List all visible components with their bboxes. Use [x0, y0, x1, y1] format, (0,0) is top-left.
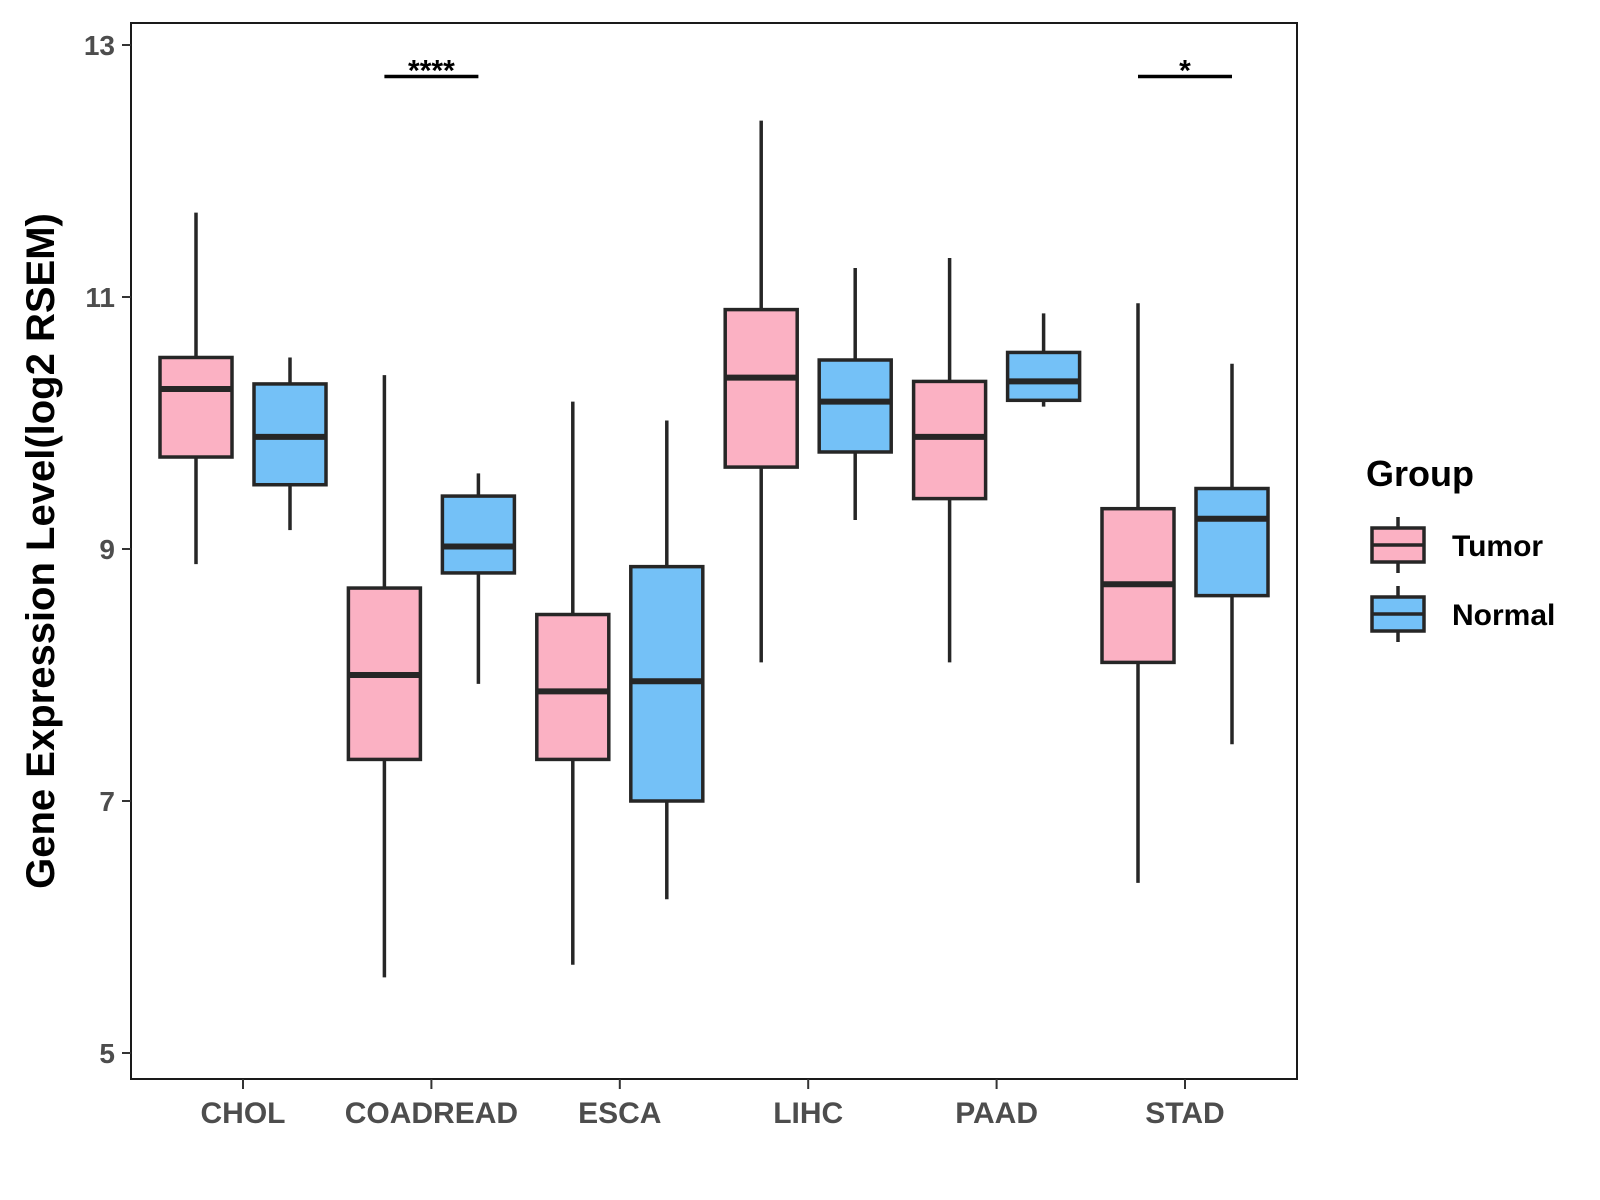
box-iqr [1005, 350, 1082, 403]
box-iqr [158, 355, 234, 459]
box-iqr [1194, 486, 1270, 598]
boxplots [158, 120, 1270, 978]
y-tick-label: 13 [84, 30, 115, 61]
y-tick-label: 7 [99, 786, 115, 817]
significance-annotations: **** * [384, 55, 1232, 88]
box-normal-paad [1005, 313, 1082, 407]
box-normal-chol [252, 357, 328, 531]
significance-label: **** [408, 55, 455, 88]
box-tumor-stad [1100, 303, 1176, 883]
box-tumor-lihc [723, 120, 799, 663]
box-tumor-chol [158, 212, 234, 565]
legend-items: Tumor Normal [1370, 517, 1555, 642]
y-axis-title: Gene Expression Level(log2 RSEM) [19, 213, 63, 889]
x-tick-label: LIHC [773, 1097, 843, 1130]
legend: Group Tumor Normal [1366, 453, 1555, 642]
box-tumor-paad [911, 257, 988, 663]
legend-label: Normal [1452, 599, 1555, 632]
legend-label: Tumor [1452, 530, 1543, 563]
box-normal-coadread [440, 473, 517, 684]
x-axis-ticks: CHOL COADREAD ESCA LIHC PAAD STAD [201, 1079, 1225, 1130]
x-tick-label: CHOL [201, 1097, 286, 1130]
y-tick-label: 11 [85, 282, 115, 313]
y-tick-label: 5 [99, 1038, 115, 1069]
x-tick-label: ESCA [578, 1097, 661, 1130]
significance-label: * [1179, 55, 1191, 88]
box-normal-lihc [817, 268, 893, 521]
legend-item-tumor: Tumor [1370, 517, 1543, 573]
x-tick-label: STAD [1145, 1097, 1224, 1130]
legend-title: Group [1366, 453, 1474, 494]
box-iqr [535, 612, 611, 762]
legend-item-normal: Normal [1370, 586, 1555, 642]
y-tick-label: 9 [99, 534, 115, 565]
y-axis-ticks: 5 7 9 11 13 [84, 30, 131, 1069]
x-tick-label: PAAD [955, 1097, 1038, 1130]
box-normal-stad [1194, 363, 1270, 745]
box-iqr [911, 379, 988, 501]
box-normal-esca [629, 420, 705, 900]
box-iqr [817, 358, 893, 454]
box-iqr [723, 307, 799, 469]
box-iqr [440, 494, 517, 575]
box-tumor-esca [535, 401, 611, 965]
x-tick-label: COADREAD [345, 1097, 518, 1130]
box-tumor-coadread [346, 375, 423, 978]
